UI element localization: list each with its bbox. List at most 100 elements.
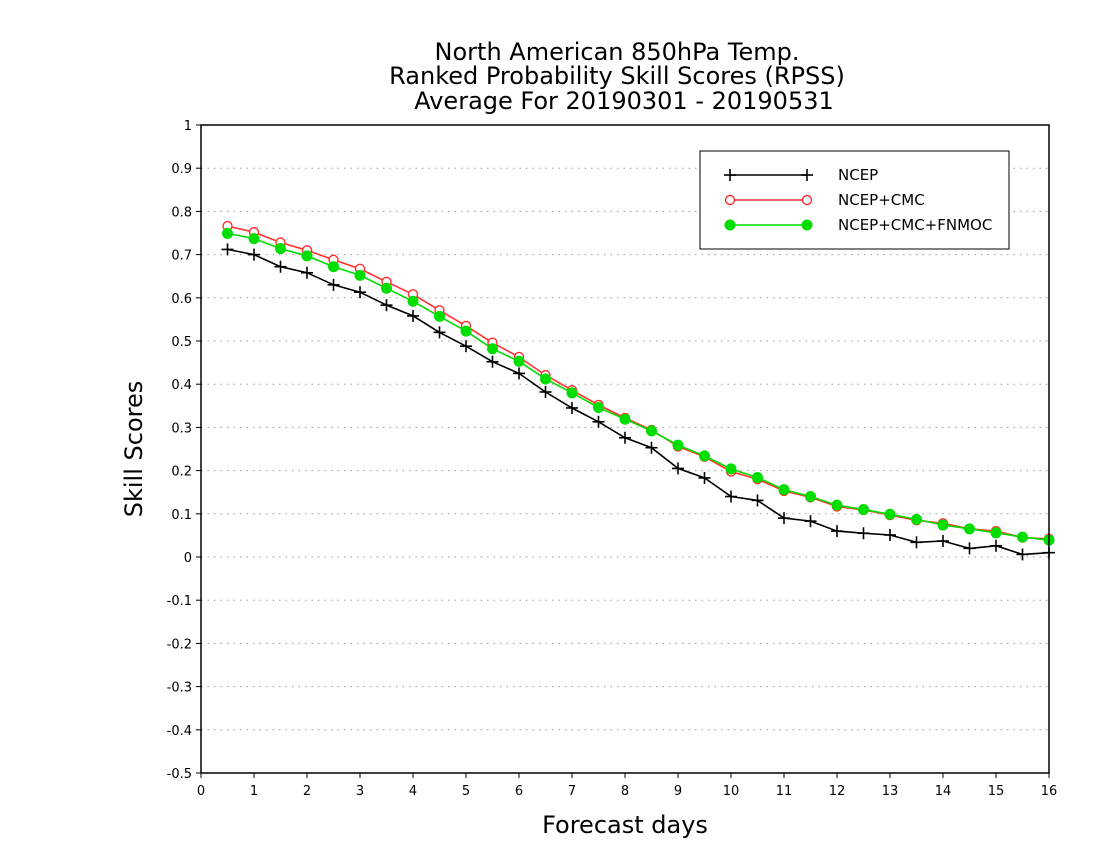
legend-marker [724, 219, 736, 231]
series-line-ncep-cmc-fnmoc [227, 232, 1050, 541]
data-point-ncep [672, 462, 684, 475]
x-tick-label: 8 [621, 784, 629, 799]
y-tick-label: 0.7 [171, 249, 192, 264]
legend-item-ncep-cmc: NCEP+CMC [724, 191, 925, 209]
data-point-ncep [539, 385, 552, 398]
y-axis-ticks: 1 0.9 0.8 0.7 0.6 0.5 0.4 0.3 0.2 0.1 0 -0.1 -0.2 -0.… [167, 119, 201, 782]
data-point-ncep [884, 528, 896, 541]
data-point-ncep [327, 278, 340, 291]
legend-item-ncep-cmc-fnmoc: NCEP+CMC+FNMOC [724, 216, 992, 234]
data-point-ncep-cmc-fnmoc [354, 269, 366, 281]
data-point-ncep-cmc-fnmoc [990, 527, 1002, 539]
data-point-ncep [354, 286, 366, 299]
data-point-ncep-cmc-fnmoc [434, 310, 445, 322]
y-tick-label: 0.3 [171, 421, 192, 436]
data-point-ncep [248, 248, 260, 261]
data-point-ncep [698, 471, 711, 484]
data-point-ncep-cmc-fnmoc [937, 519, 949, 531]
data-point-ncep [751, 494, 764, 507]
x-tick-label: 7 [568, 784, 576, 799]
x-tick-label: 9 [674, 784, 682, 799]
series-ncep [221, 243, 1055, 561]
data-point-ncep [433, 326, 446, 339]
data-point-ncep [725, 490, 737, 503]
series-ncep-cmc-fnmoc [222, 227, 1055, 546]
x-tick-label: 5 [462, 784, 470, 799]
y-axis-label: Skill Scores [120, 381, 148, 518]
data-point-ncep-cmc-fnmoc [301, 250, 313, 262]
series-layer [221, 220, 1055, 561]
y-tick-label: 0.5 [171, 335, 192, 350]
chart-title-line-3: Average For 20190301 - 20190531 [414, 87, 834, 115]
legend-marker [724, 194, 736, 206]
data-point-ncep-cmc-fnmoc [619, 413, 631, 425]
data-point-ncep-cmc-fnmoc [725, 463, 737, 475]
legend-label: NCEP [838, 166, 878, 184]
data-point-ncep-cmc-fnmoc [884, 508, 896, 520]
data-point-ncep [619, 431, 631, 444]
series-ncep-cmc [222, 220, 1055, 545]
x-tick-label: 6 [515, 784, 523, 799]
data-point-ncep [963, 542, 976, 555]
data-point-ncep [486, 355, 499, 368]
legend-marker [724, 169, 736, 181]
data-point-ncep-cmc-fnmoc [328, 261, 339, 273]
legend-marker [801, 194, 813, 206]
data-point-ncep-cmc-fnmoc [460, 325, 472, 337]
data-point-ncep-cmc-fnmoc [593, 402, 604, 414]
data-point-ncep-cmc-fnmoc [222, 227, 233, 239]
y-tick-label: -0.1 [167, 594, 192, 609]
x-tick-label: 4 [409, 784, 417, 799]
data-point-ncep [778, 512, 790, 525]
chart-title-line-2: Ranked Probability Skill Scores (RPSS) [389, 62, 845, 90]
data-point-ncep [990, 539, 1002, 552]
y-tick-label: -0.3 [167, 681, 192, 696]
x-tick-label: 15 [988, 784, 1005, 799]
data-point-ncep [1016, 548, 1029, 561]
data-point-ncep-cmc-fnmoc [831, 499, 843, 511]
y-tick-label: 0.1 [171, 508, 192, 523]
x-tick-label: 12 [829, 784, 846, 799]
data-point-ncep [221, 243, 234, 256]
data-point-ncep-cmc-fnmoc [1017, 531, 1028, 543]
y-tick-label: 1 [184, 119, 192, 134]
data-point-ncep [460, 340, 472, 353]
y-tick-label: 0.6 [171, 292, 192, 307]
x-tick-label: 13 [882, 784, 899, 799]
y-tick-label: 0 [184, 551, 192, 566]
x-tick-label: 1 [250, 784, 258, 799]
data-point-ncep [274, 260, 287, 273]
legend-item-ncep: NCEP [724, 166, 878, 184]
legend-label: NCEP+CMC+FNMOC [838, 216, 992, 234]
y-tick-label: -0.4 [167, 724, 192, 739]
data-point-ncep-cmc-fnmoc [858, 503, 869, 515]
x-tick-label: 10 [723, 784, 740, 799]
data-point-ncep-cmc-fnmoc [964, 523, 975, 535]
data-point-ncep [831, 525, 843, 538]
chart-title-line-1: North American 850hPa Temp. [435, 38, 800, 66]
data-point-ncep-cmc-fnmoc [381, 282, 392, 294]
x-tick-label: 2 [303, 784, 311, 799]
data-point-ncep [592, 415, 605, 428]
chart-title: North American 850hPa Temp. Ranked Proba… [389, 38, 845, 115]
y-tick-label: 0.4 [171, 378, 192, 393]
data-point-ncep-cmc-fnmoc [699, 450, 710, 462]
data-point-ncep [301, 266, 313, 279]
y-tick-label: -0.2 [167, 637, 192, 652]
data-point-ncep-cmc-fnmoc [407, 295, 419, 307]
legend-label: NCEP+CMC [838, 191, 925, 209]
data-point-ncep [910, 536, 923, 549]
data-point-ncep [937, 535, 949, 548]
x-tick-label: 14 [935, 784, 952, 799]
x-tick-label: 3 [356, 784, 364, 799]
data-point-ncep-cmc-fnmoc [672, 439, 684, 451]
data-point-ncep-cmc-fnmoc [487, 343, 498, 355]
data-point-ncep-cmc-fnmoc [805, 491, 816, 503]
x-axis-label: Forecast days [542, 811, 708, 839]
data-point-ncep [407, 309, 419, 322]
data-point-ncep [380, 299, 393, 312]
data-point-ncep [566, 401, 578, 414]
x-tick-label: 16 [1041, 784, 1058, 799]
y-tick-label: 0.9 [171, 162, 192, 177]
